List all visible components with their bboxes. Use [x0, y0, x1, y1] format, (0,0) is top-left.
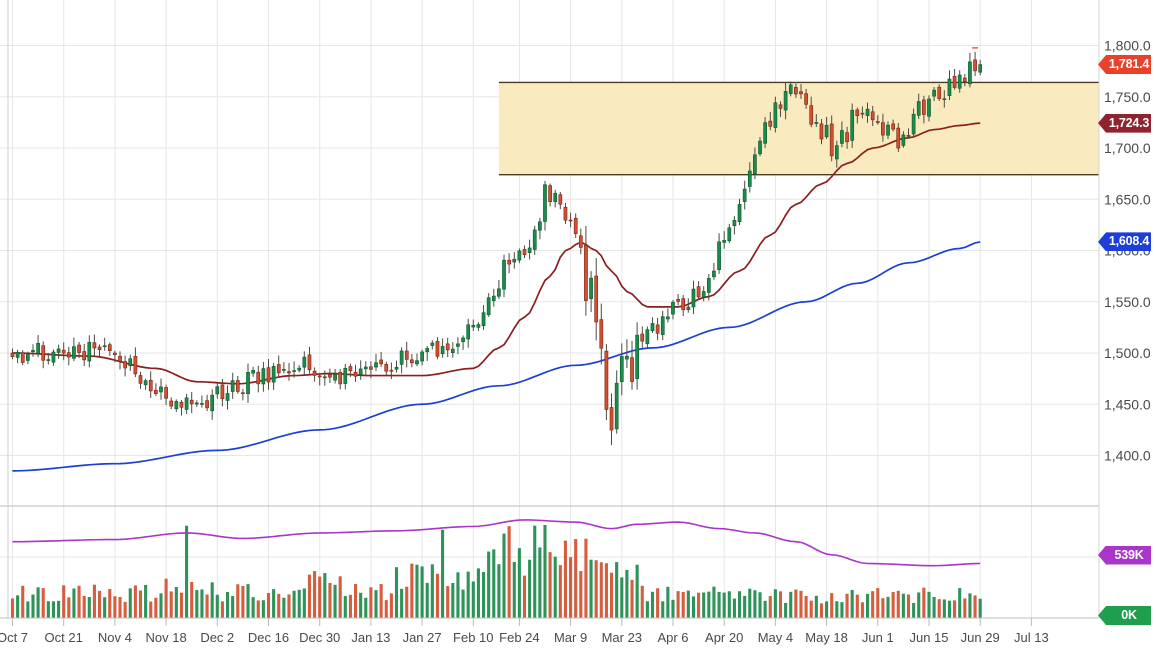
svg-text:1,550.0: 1,550.0 [1104, 294, 1151, 310]
svg-text:1,450.0: 1,450.0 [1104, 396, 1151, 412]
svg-text:Jun 15: Jun 15 [909, 630, 948, 645]
svg-text:1,800.0: 1,800.0 [1104, 38, 1151, 54]
svg-text:1,650.0: 1,650.0 [1104, 191, 1151, 207]
svg-text:Oct 21: Oct 21 [45, 630, 83, 645]
svg-text:Dec 2: Dec 2 [200, 630, 234, 645]
svg-text:Oct 7: Oct 7 [0, 630, 28, 645]
svg-text:Feb 10: Feb 10 [453, 630, 493, 645]
svg-text:Dec 30: Dec 30 [299, 630, 340, 645]
svg-text:May 4: May 4 [758, 630, 793, 645]
svg-text:Jul 13: Jul 13 [1014, 630, 1049, 645]
svg-text:Dec 16: Dec 16 [248, 630, 289, 645]
svg-text:Feb 24: Feb 24 [499, 630, 539, 645]
svg-text:Mar 9: Mar 9 [554, 630, 587, 645]
svg-text:Jun 29: Jun 29 [961, 630, 1000, 645]
svg-text:Apr 6: Apr 6 [657, 630, 688, 645]
svg-text:Jun 1: Jun 1 [862, 630, 894, 645]
svg-text:1,400.0: 1,400.0 [1104, 448, 1151, 464]
svg-text:1,700.0: 1,700.0 [1104, 140, 1151, 156]
svg-text:Jan 13: Jan 13 [351, 630, 390, 645]
svg-text:1,750.0: 1,750.0 [1104, 89, 1151, 105]
svg-text:1,500.0: 1,500.0 [1104, 345, 1151, 361]
svg-text:Nov 4: Nov 4 [98, 630, 132, 645]
svg-text:Apr 20: Apr 20 [705, 630, 743, 645]
svg-text:Jan 27: Jan 27 [403, 630, 442, 645]
svg-text:Mar 23: Mar 23 [602, 630, 642, 645]
svg-text:May 18: May 18 [805, 630, 848, 645]
svg-text:Nov 18: Nov 18 [145, 630, 186, 645]
